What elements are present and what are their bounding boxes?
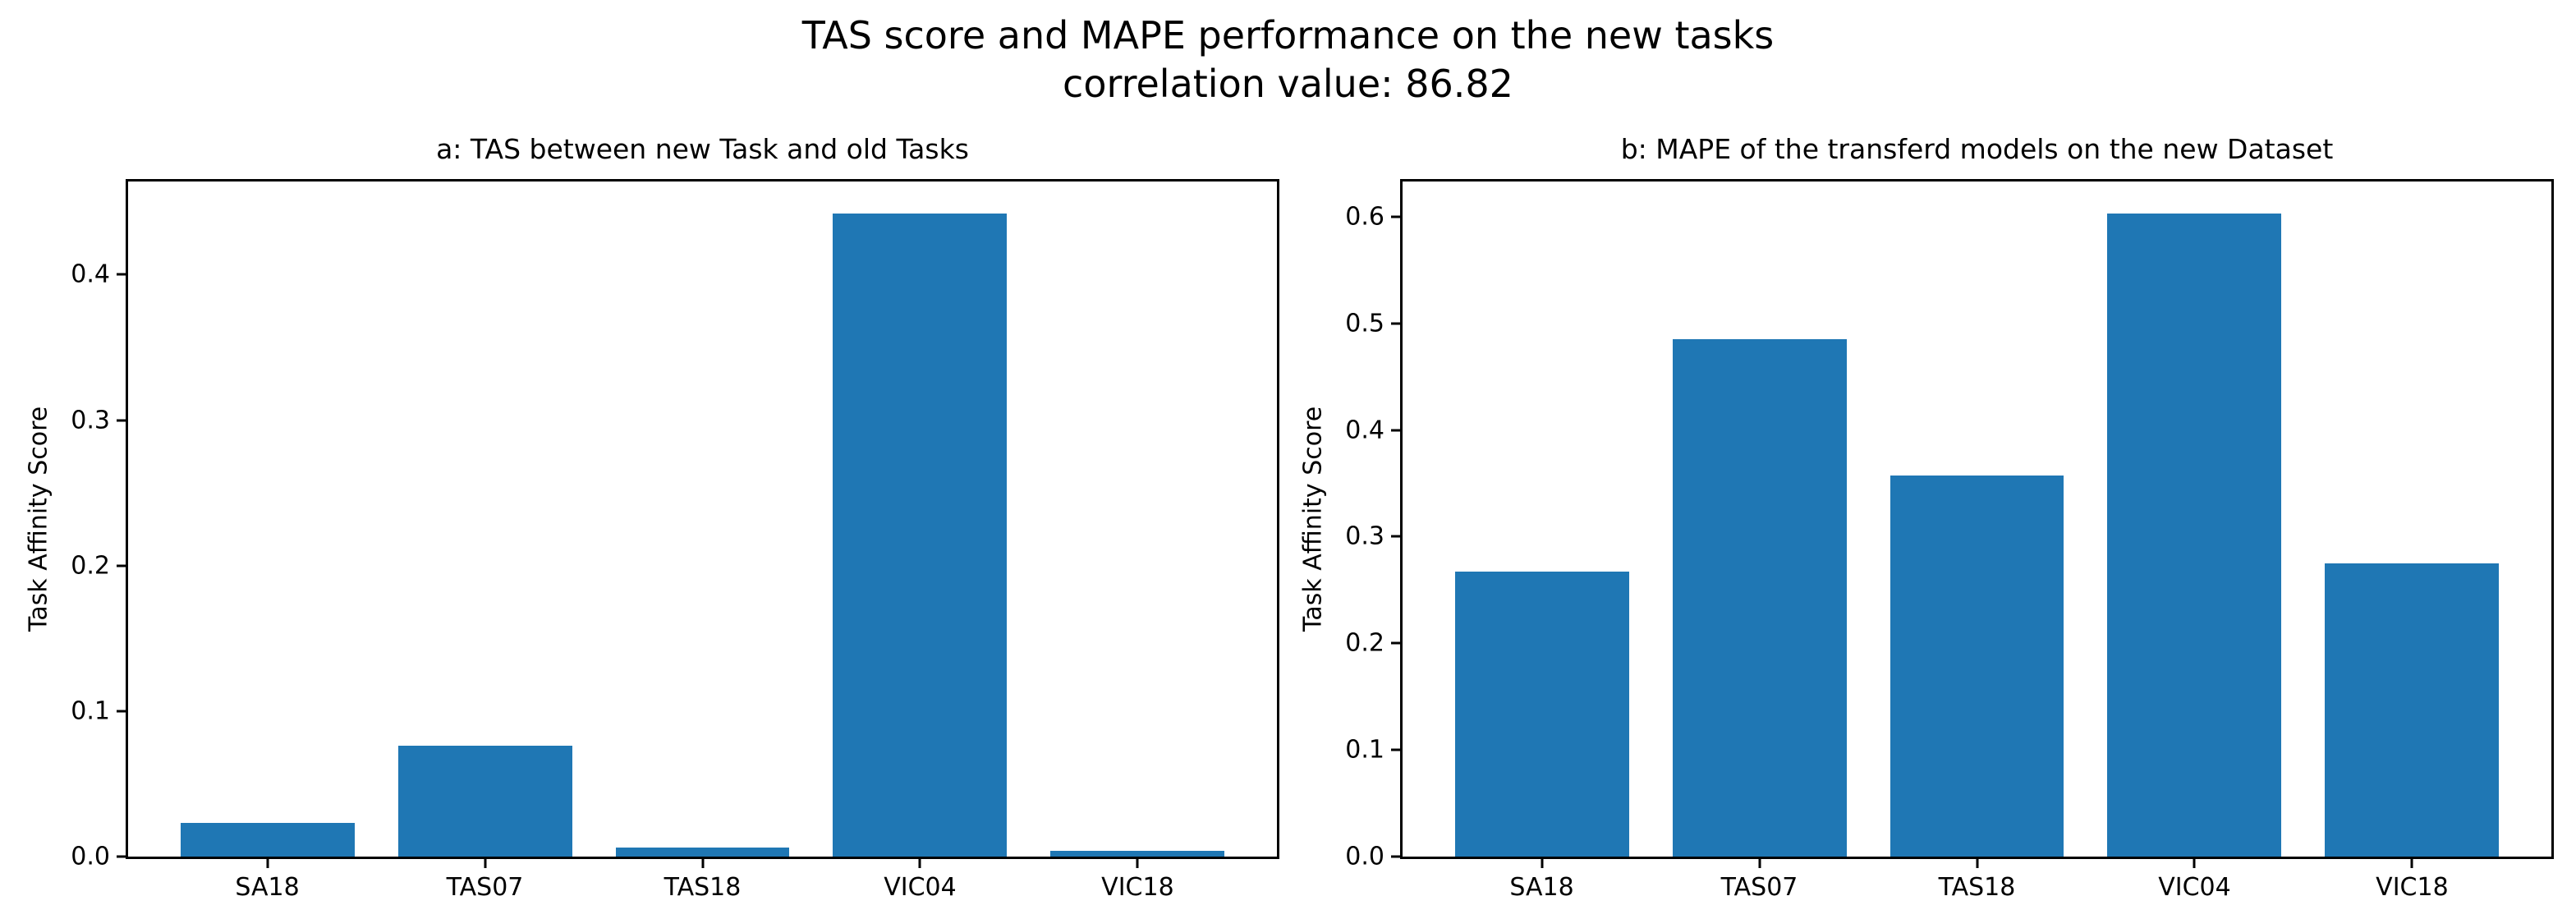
x-tick-label-vic18: VIC18 [1101,873,1174,902]
bar-vic04 [833,213,1008,857]
bar-vic18 [2325,563,2500,857]
subplot-b-title: b: MAPE of the transferd models on the n… [1620,133,2334,165]
y-tick-label: 0.5 [1345,309,1384,338]
subplot-b-axes: 0.0 0.1 0.2 0.3 0.4 0.5 0.6 SA18 TAS07 TAS18 VIC04… [1345,179,2554,902]
bar-sa18 [1454,572,1629,857]
figure-title: TAS score and MAPE performance on the ne… [0,11,2576,108]
x-tick-label-sa18: SA18 [235,873,300,902]
y-tick-mark [1391,748,1400,751]
y-tick-mark [117,419,126,422]
figure-title-line1: TAS score and MAPE performance on the ne… [801,13,1775,57]
x-tick-mark [918,859,921,868]
x-tick-label-tas07: TAS07 [1720,873,1798,902]
bar-sa18 [180,823,355,857]
y-tick-label: 0.6 [1345,202,1384,232]
y-tick-mark [117,855,126,858]
y-tick-label: 0.3 [71,406,110,435]
x-tick-mark [2410,859,2413,868]
y-tick-mark [1391,429,1400,432]
x-tick-mark [1758,859,1761,868]
bar-tas07 [397,746,572,857]
x-tick-mark [1541,859,1544,868]
y-tick-mark [117,273,126,276]
y-tick-mark [117,710,126,713]
x-tick-label-tas07: TAS07 [446,873,524,902]
y-tick-label: 0.1 [71,696,110,726]
figure-title-line2: correlation value: 86.82 [1063,62,1513,106]
x-tick-mark [266,859,269,868]
y-tick-mark [117,564,126,567]
x-tick-label-tas18: TAS18 [1938,873,2016,902]
x-tick-mark [1136,859,1139,868]
x-tick-label-tas18: TAS18 [664,873,742,902]
subplot-b-y-axis-label: Task Affinity Score [1298,406,1328,632]
x-tick-label-vic04: VIC04 [884,873,957,902]
y-tick-mark [1391,855,1400,858]
x-tick-label-sa18: SA18 [1509,873,1574,902]
x-tick-mark [1976,859,1978,868]
bar-vic04 [2107,213,2282,857]
y-tick-mark [1391,322,1400,325]
bar-vic18 [1050,850,1225,857]
x-tick-mark [484,859,487,868]
y-tick-mark [1391,641,1400,645]
y-tick-label: 0.4 [1345,416,1384,445]
x-tick-label-vic18: VIC18 [2376,873,2449,902]
bar-tas18 [615,848,790,857]
x-tick-label-vic04: VIC04 [2158,873,2231,902]
y-tick-label: 0.4 [71,260,110,289]
y-tick-label: 0.2 [1345,628,1384,658]
subplot-a-y-axis-label: Task Affinity Score [24,406,53,632]
y-tick-mark [1391,215,1400,218]
x-tick-mark [2193,859,2196,868]
y-tick-mark [1391,535,1400,538]
subplot-a-title: a: TAS between new Task and old Tasks [436,133,969,165]
y-tick-label: 0.3 [1345,522,1384,551]
x-tick-mark [701,859,704,868]
y-tick-label: 0.1 [1345,735,1384,765]
y-tick-label: 0.0 [71,842,110,871]
subplot-a-axes: 0.0 0.1 0.2 0.3 0.4 SA18 TAS07 TAS18 VIC04 VIC18 [71,179,1279,902]
bar-tas07 [1672,339,1847,857]
bar-tas18 [1890,476,2064,857]
y-tick-label: 0.2 [71,551,110,581]
y-tick-label: 0.0 [1345,842,1384,871]
